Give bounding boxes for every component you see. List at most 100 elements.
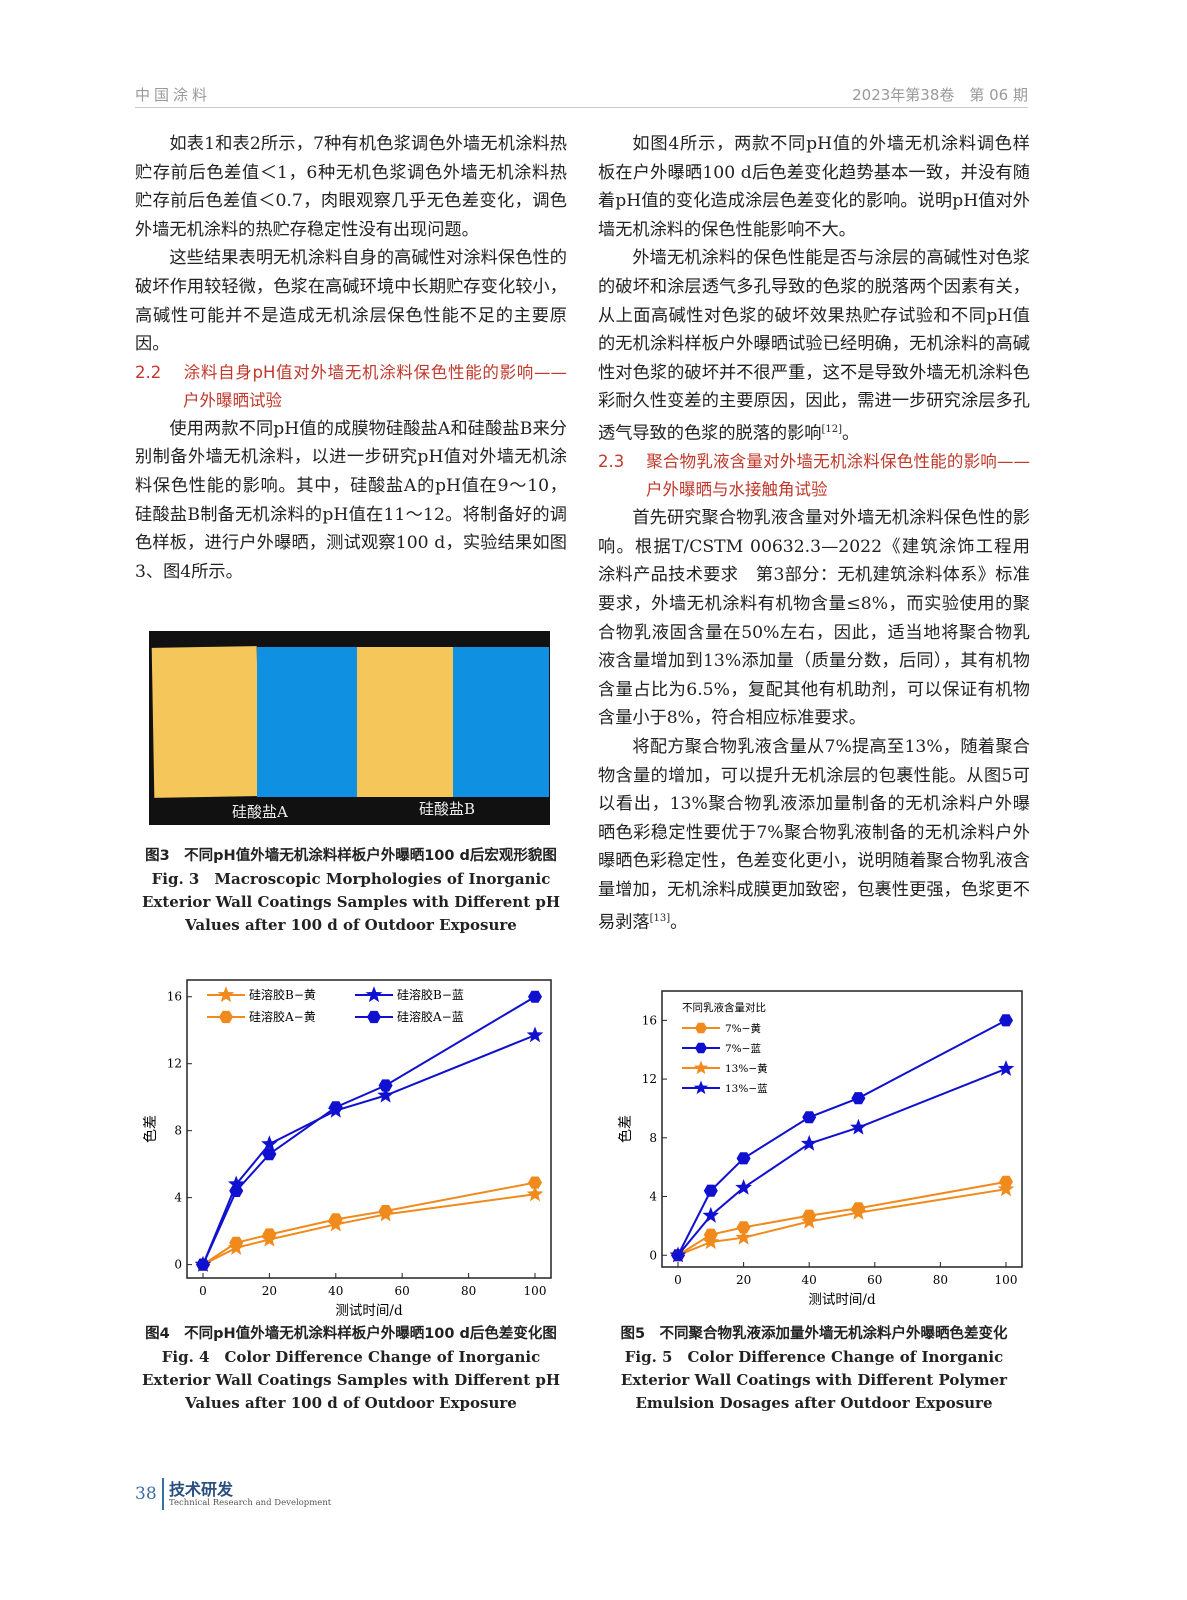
y-tick-label: 4	[649, 1190, 657, 1204]
hexagon-marker	[262, 1148, 277, 1161]
x-tick-label: 60	[867, 1273, 882, 1287]
hexagon-marker	[328, 1213, 343, 1226]
hexagon-marker	[378, 1205, 393, 1218]
paragraph: 外墙无机涂料的保色性能是否与涂层的高碱性对色浆的破坏和涂层透气多孔导致的色浆的脱…	[598, 248, 1030, 444]
yellow-panel	[357, 647, 455, 797]
label-silicate-b: 硅酸盐B	[419, 800, 476, 818]
section-heading: 2.3 聚合物乳液含量对外墙无机涂料保色性能的影响——户外曝晒与水接触角试验	[598, 448, 1030, 504]
y-tick-label: 12	[642, 1072, 657, 1086]
label-silicate-a: 硅酸盐A	[232, 803, 288, 821]
yellow-panel	[151, 646, 260, 798]
caption-cn: 图3 不同pH值外墙无机涂料样板户外曝晒100 d后宏观形貌图	[145, 848, 557, 864]
y-tick-label: 0	[174, 1258, 182, 1272]
hexagon-marker	[695, 1022, 707, 1034]
x-tick-label: 40	[802, 1273, 817, 1287]
paragraph: 如表1和表2所示，7种有机色浆调色外墙无机涂料热贮存前后色差值＜1，6种无机色浆…	[135, 134, 567, 240]
x-axis-label: 测试时间/d	[808, 1292, 876, 1308]
section-cn: 技术研发	[169, 1480, 234, 1499]
paragraph: 首先研究聚合物乳液含量对外墙无机涂料保色性的影响。根据T/CSTM 00632.…	[598, 508, 1030, 729]
star-marker	[693, 1060, 709, 1075]
legend-label: 13%−蓝	[725, 1083, 768, 1095]
series-1	[194, 1026, 544, 1272]
series-line	[202, 1181, 536, 1266]
section-en: Technical Research and Development	[169, 1498, 332, 1508]
star-marker	[735, 1228, 752, 1245]
issue-info: 2023年第38卷 第 06 期	[852, 86, 1028, 104]
star-marker	[227, 1175, 245, 1192]
star-marker	[850, 1203, 867, 1220]
legend-label: 硅溶胶B−黄	[249, 987, 316, 1002]
star-marker	[800, 1212, 818, 1229]
paragraph: 如图4所示，两款不同pH值的外墙无机涂料调色样板在户外曝晒100 d后色差变化趋…	[598, 134, 1030, 240]
caption-en: Fig. 3 Macroscopic Morphologies of Inorg…	[141, 870, 561, 934]
y-tick-label: 4	[174, 1191, 182, 1205]
series-line	[677, 1019, 1007, 1256]
legend-label: 7%−蓝	[725, 1043, 761, 1055]
x-tick-label: 80	[933, 1273, 948, 1287]
right-column: 如图4所示，两款不同pH值的外墙无机涂料调色样板在户外曝晒100 d后色差变化趋…	[598, 130, 1030, 937]
legend: 不同乳液含量对比 7%−黄 7%−蓝 13%−黄 13%−蓝	[682, 1001, 768, 1095]
series-line	[202, 1193, 536, 1266]
hexagon-marker	[736, 1221, 751, 1234]
left-column: 如表1和表2所示，7种有机色浆调色外墙无机涂料热贮存前后色差值＜1，6种无机色浆…	[135, 130, 567, 586]
x-tick-label: 20	[262, 1284, 277, 1298]
series-3	[196, 990, 542, 1271]
x-axis-label: 测试时间/d	[335, 1303, 403, 1319]
section-heading: 2.2 涂料自身pH值对外墙无机涂料保色性能的影响——户外曝晒试验	[135, 359, 567, 415]
citation: [12]	[821, 423, 842, 435]
paragraph: 将配方聚合物乳液含量从7%提高至13%，随着聚合物含量的增加，可以提升无机涂层的…	[598, 737, 1030, 933]
running-header: 中国涂料 2023年第38卷 第 06 期	[135, 84, 1028, 108]
series-line	[677, 1067, 1007, 1256]
fig3-caption: 图3 不同pH值外墙无机涂料样板户外曝晒100 d后宏观形貌图 Fig. 3 M…	[135, 845, 567, 937]
series-line	[677, 1180, 1007, 1257]
x-tick-label: 100	[995, 1273, 1018, 1287]
y-tick-label: 8	[174, 1124, 182, 1138]
plot-frame	[661, 990, 1023, 1268]
legend-label: 7%−黄	[725, 1022, 761, 1035]
fig4-caption: 图4 不同pH值外墙无机涂料样板户外曝晒100 d后色差变化图 Fig. 4 C…	[135, 1323, 567, 1415]
star-marker	[702, 1233, 720, 1250]
series-3	[669, 1060, 1015, 1263]
hexagon-marker	[999, 1014, 1013, 1027]
paragraph: 使用两款不同pH值的成膜物硅酸盐A和硅酸盐B来分别制备外墙无机涂料，以进一步研究…	[135, 418, 567, 582]
caption-cn: 图5 不同聚合物乳液添加量外墙无机涂料户外曝晒色差变化	[620, 1326, 1008, 1342]
fig4-chart: 0 20 40 60 80 100 0 4 8 12 16 测试时间/d 色差 硅溶胶B−黄 硅溶胶B−蓝硅…	[142, 979, 552, 1319]
x-tick-label: 0	[199, 1284, 207, 1298]
star-marker	[217, 986, 235, 1003]
citation: [13]	[649, 912, 671, 924]
x-tick-label: 40	[328, 1284, 343, 1298]
y-tick-label: 12	[167, 1057, 182, 1071]
blue-panel	[257, 647, 357, 797]
y-tick-label: 16	[167, 990, 182, 1004]
section-number: 2.2	[135, 362, 162, 382]
section-title: 聚合物乳液含量对外墙无机涂料保色性能的影响——户外曝晒与水接触角试验	[646, 452, 1030, 500]
star-marker	[365, 986, 383, 1003]
y-axis-label: 色差	[142, 1115, 159, 1143]
hexagon-marker	[196, 1258, 210, 1271]
star-marker	[702, 1206, 720, 1223]
hexagon-marker	[378, 1079, 393, 1092]
legend-label: 13%−黄	[725, 1062, 768, 1075]
hexagon-marker	[695, 1042, 707, 1054]
legend-label: 硅溶胶B−蓝	[397, 987, 464, 1002]
caption-cn: 图4 不同pH值外墙无机涂料样板户外曝晒100 d后色差变化图	[145, 1326, 557, 1342]
fig5-caption: 图5 不同聚合物乳液添加量外墙无机涂料户外曝晒色差变化 Fig. 5 Color…	[598, 1323, 1030, 1415]
star-marker	[850, 1118, 867, 1135]
hexagon-marker	[328, 1101, 343, 1114]
hexagon-marker	[229, 1184, 244, 1197]
series-0	[671, 1175, 1013, 1262]
series-1	[671, 1014, 1013, 1262]
legend-title: 不同乳液含量对比	[682, 1001, 766, 1014]
x-tick-label: 20	[736, 1273, 751, 1287]
hexagon-marker	[528, 1176, 542, 1189]
star-marker	[526, 1185, 544, 1202]
series-line	[677, 1188, 1007, 1257]
fig5-chart: 0 20 40 60 80 100 0 4 8 12 16 测试时间/d 色差 不同乳液含量对比 7%−黄 7…	[617, 990, 1023, 1308]
star-marker	[669, 1246, 687, 1263]
star-marker	[526, 1026, 544, 1043]
page-number: 38	[135, 1484, 157, 1504]
hexagon-marker	[736, 1152, 751, 1165]
section-number: 2.3	[598, 452, 625, 472]
blue-panel	[453, 647, 549, 797]
